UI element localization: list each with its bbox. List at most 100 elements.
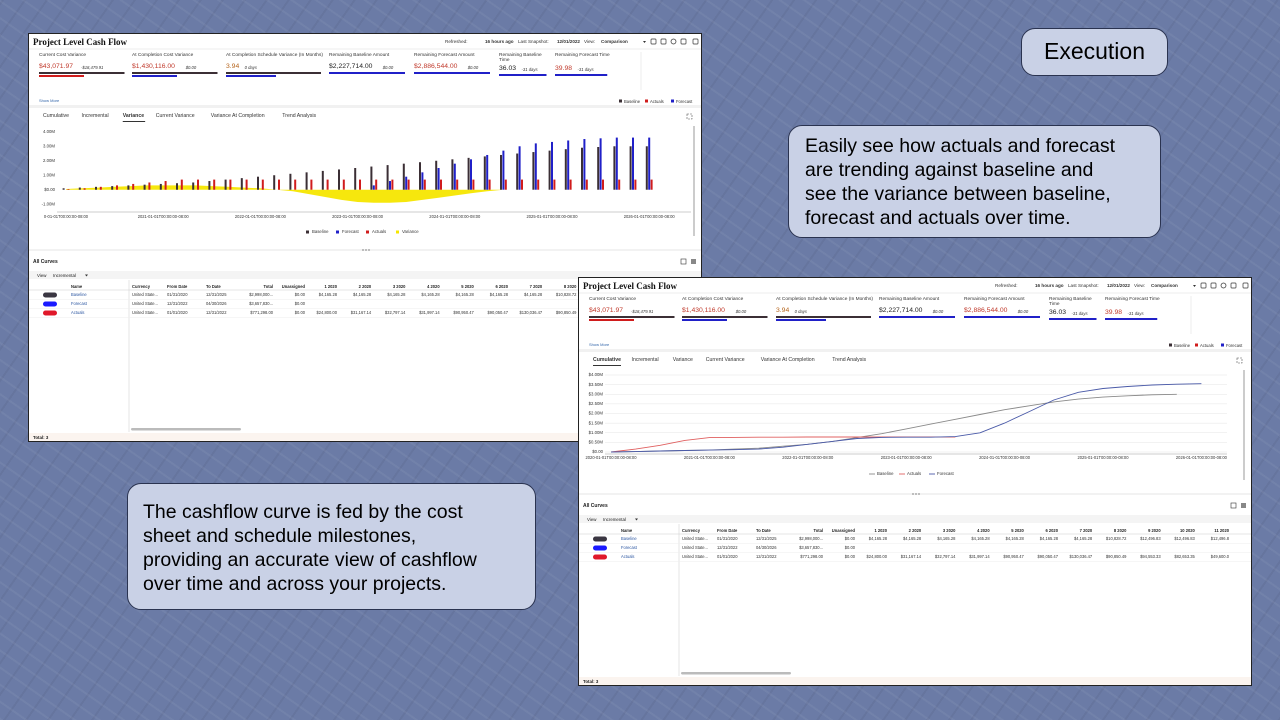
chart-tab[interactable]: Trend Analysis bbox=[832, 357, 867, 363]
x-tick-label: 2026-01-01T00:00:00-08:00 bbox=[1176, 455, 1228, 460]
toolbar-icon[interactable] bbox=[692, 38, 699, 45]
chart-tab[interactable]: Current Variance bbox=[155, 113, 195, 119]
callout-line: forecast and actuals over time. bbox=[805, 207, 1071, 229]
table-cell: $4,165.28 bbox=[489, 292, 508, 297]
chart-tab[interactable]: Variance bbox=[122, 113, 145, 119]
chart-tab[interactable]: Variance At Completion bbox=[760, 357, 815, 363]
column-header: From Date bbox=[167, 284, 188, 289]
kpi-sub: $0.00 bbox=[467, 65, 479, 70]
table-cell: $31,167.14 bbox=[350, 310, 372, 315]
kpi-bar bbox=[1049, 318, 1097, 320]
bar bbox=[537, 179, 540, 190]
column-header: 10 2020 bbox=[1180, 528, 1195, 533]
legend-label: Actuals bbox=[1200, 342, 1214, 348]
chart-tab[interactable]: Cumulative bbox=[593, 357, 621, 363]
kpi-bar bbox=[682, 316, 768, 318]
table-cell: $24,800.00 bbox=[316, 310, 338, 315]
kpi-label: Current Cost Variance bbox=[39, 53, 87, 58]
row-color-pill bbox=[593, 545, 607, 551]
y-tick-label: -1.00M bbox=[42, 201, 56, 206]
toolbar-icon[interactable] bbox=[1242, 282, 1249, 289]
bar bbox=[391, 179, 394, 190]
bar bbox=[192, 182, 195, 190]
legend-swatch bbox=[645, 99, 648, 103]
kpi-label: At Completion Cost Variance bbox=[682, 297, 744, 302]
chart-tab[interactable]: Trend Analysis bbox=[282, 113, 317, 119]
legend-label: Baseline bbox=[1174, 342, 1191, 348]
bar bbox=[342, 179, 345, 190]
toolbar-icon bbox=[1241, 503, 1246, 508]
table-cell: $31,997.14 bbox=[969, 554, 990, 559]
callout-line: see the variance between baseline, bbox=[805, 183, 1111, 205]
kpi-value: $43,071.97 bbox=[589, 307, 624, 314]
toolbar-icon[interactable] bbox=[1230, 282, 1237, 289]
table-cell: $0.00 bbox=[844, 554, 855, 559]
active-tab-underline bbox=[122, 121, 146, 122]
legend-label: Forecast bbox=[676, 98, 693, 104]
kpi-value: $1,430,116.00 bbox=[682, 307, 725, 314]
table-cell: $32,797.14 bbox=[384, 310, 406, 315]
table-cell: $90,850.49 bbox=[1105, 554, 1127, 559]
callout-line: Easily see how actuals and forecast bbox=[805, 135, 1116, 157]
chart-tab[interactable]: Current Variance bbox=[705, 357, 745, 363]
bar bbox=[310, 179, 313, 190]
view-select[interactable]: Incremental bbox=[53, 272, 76, 278]
bar bbox=[67, 189, 70, 190]
chart-tab[interactable]: Variance At Completion bbox=[210, 113, 265, 119]
x-tick-label: 2024-01-01T00:00:00-08:00 bbox=[979, 455, 1031, 460]
execution-badge: Execution bbox=[1021, 28, 1168, 76]
y-tick-label: 1.00M bbox=[43, 172, 55, 177]
bar bbox=[602, 179, 604, 190]
kpi-value: $2,886,544.00 bbox=[414, 63, 458, 70]
toolbar-icon[interactable] bbox=[660, 38, 667, 45]
header-item: View: bbox=[584, 39, 596, 44]
table-cell: $12,496.83 bbox=[1140, 536, 1161, 541]
toolbar-icon[interactable] bbox=[1220, 282, 1227, 289]
row-color-pill bbox=[593, 554, 607, 560]
column-header: 6 2020 bbox=[1045, 528, 1058, 533]
table-cell: $2,998,000... bbox=[799, 536, 823, 541]
kpi-label: Remaining Baseline Amount bbox=[879, 297, 940, 302]
table-cell: $0.00 bbox=[294, 301, 305, 306]
kpi-bar bbox=[132, 75, 177, 77]
bar bbox=[289, 173, 292, 190]
column-header: To Date bbox=[756, 528, 771, 533]
bar bbox=[405, 176, 408, 190]
view-select[interactable]: Incremental bbox=[603, 516, 626, 522]
toolbar-icon[interactable] bbox=[680, 38, 687, 45]
toolbar-icon[interactable] bbox=[1210, 282, 1217, 289]
column-header: 4 2020 bbox=[427, 284, 440, 289]
toolbar-icon[interactable] bbox=[1200, 282, 1207, 289]
bar bbox=[583, 139, 586, 190]
legend-swatch bbox=[366, 230, 369, 234]
x-tick-label: 2023-01-01T00:00:00-08:00 bbox=[332, 214, 384, 219]
show-more[interactable]: Show More bbox=[589, 342, 610, 347]
legend-label: Actuals bbox=[650, 98, 664, 104]
bar bbox=[245, 179, 248, 190]
toolbar-icon[interactable] bbox=[650, 38, 657, 45]
bar bbox=[354, 168, 357, 190]
y-tick-label: $1.50M bbox=[589, 420, 604, 425]
bar bbox=[402, 163, 405, 190]
kpi-bar bbox=[555, 74, 608, 76]
show-more[interactable]: Show More bbox=[39, 98, 60, 103]
bar bbox=[470, 159, 472, 190]
chart-tab[interactable]: Incremental bbox=[81, 113, 109, 119]
bar bbox=[504, 179, 507, 190]
bar bbox=[483, 156, 486, 190]
table-cell: United State... bbox=[132, 292, 158, 297]
y-tick-label: $3.00M bbox=[589, 391, 604, 396]
chart-tab[interactable]: Variance bbox=[672, 357, 693, 363]
column-header: 8 2020 bbox=[563, 284, 577, 289]
toolbar-icon[interactable] bbox=[670, 38, 677, 45]
bar bbox=[127, 185, 130, 190]
legend-label: Baseline bbox=[624, 98, 641, 104]
table-cell: $4,165.28 bbox=[421, 292, 440, 297]
table-cell: $90,950.47 bbox=[453, 310, 474, 315]
toolbar-icon bbox=[691, 259, 696, 264]
bar bbox=[197, 179, 199, 190]
chart-tab[interactable]: Cumulative bbox=[43, 113, 69, 119]
chart-tab[interactable]: Incremental bbox=[631, 357, 659, 363]
bar bbox=[78, 187, 81, 190]
table-cell: $4,165.28 bbox=[318, 292, 337, 297]
